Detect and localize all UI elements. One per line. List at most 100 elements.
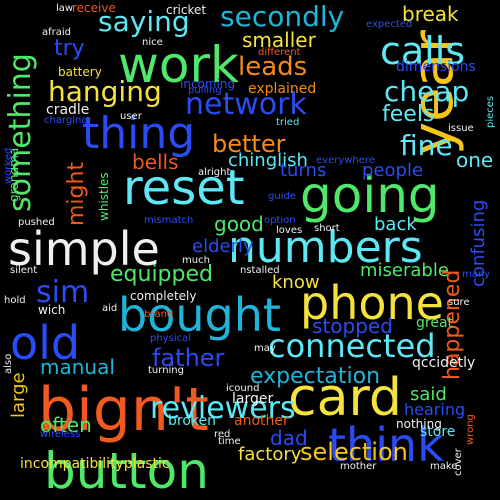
- word: turns: [280, 160, 327, 181]
- word: incompatibilityplastic: [20, 456, 170, 472]
- word: bought: [118, 288, 281, 342]
- word: incoming: [180, 77, 236, 91]
- word: explained: [248, 81, 317, 97]
- word: alright: [198, 167, 231, 178]
- word: much: [182, 255, 210, 266]
- word: factory: [238, 444, 302, 465]
- word: everywhere: [316, 155, 375, 166]
- word: smaller: [242, 28, 316, 52]
- word: stopped: [312, 314, 393, 338]
- word: miserable: [360, 260, 449, 281]
- word: nice: [142, 37, 163, 48]
- word: icound: [226, 383, 260, 394]
- word: dimensions: [396, 59, 476, 75]
- word: equipped: [110, 262, 213, 287]
- word: network: [185, 87, 307, 122]
- word: also: [3, 353, 14, 374]
- word: aid: [102, 303, 118, 314]
- word: great: [416, 315, 454, 331]
- word: different: [258, 47, 301, 58]
- word: afraid: [42, 27, 72, 38]
- word: wich: [38, 303, 66, 317]
- word: receive: [72, 1, 116, 15]
- word: short: [314, 223, 340, 234]
- word: brand: [144, 309, 174, 320]
- word: another: [234, 413, 289, 429]
- word: selection: [300, 438, 408, 466]
- word: better: [212, 130, 286, 158]
- word: thing: [82, 108, 196, 159]
- word: guide: [268, 191, 296, 202]
- word: one: [456, 148, 494, 172]
- word: loves: [276, 225, 303, 236]
- word: know: [272, 272, 320, 293]
- word: physical: [150, 333, 191, 344]
- word: think: [328, 418, 444, 472]
- word: broken: [168, 413, 216, 429]
- word: try: [54, 36, 85, 61]
- word: card: [288, 368, 402, 428]
- word: nstalled: [240, 265, 280, 276]
- word: might: [64, 161, 89, 226]
- word: numbers: [228, 222, 423, 273]
- word: larger: [232, 391, 274, 407]
- word: chinglish: [228, 150, 308, 171]
- word: saying: [98, 5, 190, 38]
- word: tried: [276, 117, 300, 128]
- word: connected: [268, 327, 436, 365]
- word: manual: [40, 355, 115, 379]
- word: many: [462, 269, 491, 280]
- word: silent: [10, 265, 38, 276]
- word: hearing: [404, 400, 466, 419]
- word: secondly: [220, 0, 345, 33]
- word: nothing: [396, 417, 442, 431]
- word: dad: [270, 426, 308, 450]
- word: large: [8, 372, 29, 418]
- word: back: [374, 214, 417, 235]
- word: worked: [3, 147, 14, 184]
- word: simple: [8, 222, 160, 276]
- word: law: [56, 3, 74, 14]
- word: time: [218, 436, 241, 447]
- word: option: [264, 215, 296, 226]
- word: phone: [300, 276, 444, 330]
- word: sure: [448, 297, 470, 308]
- word: red: [214, 429, 231, 440]
- word: wrong: [465, 414, 476, 445]
- word: mismatch: [144, 215, 194, 226]
- word: user: [120, 111, 142, 122]
- word: said: [410, 384, 447, 405]
- word: father: [152, 344, 225, 372]
- word: people: [362, 160, 424, 181]
- word: fine: [400, 129, 453, 162]
- word: bells: [132, 150, 179, 174]
- word: issue: [448, 123, 474, 134]
- word: qccidetly: [412, 355, 476, 371]
- word: turning: [148, 365, 184, 376]
- word: good: [214, 212, 264, 236]
- word: often: [40, 413, 92, 437]
- word: button: [44, 442, 209, 500]
- word: pieces: [485, 95, 496, 128]
- word: feels: [382, 102, 435, 127]
- word: break: [402, 2, 459, 26]
- word: charging: [44, 115, 88, 126]
- word: wireless: [40, 429, 81, 440]
- word: expectation: [250, 364, 381, 389]
- word: completely: [130, 289, 197, 303]
- word: work: [118, 36, 239, 94]
- word: hanging: [48, 75, 162, 108]
- word: cradle: [46, 102, 90, 118]
- word: reset: [123, 160, 245, 216]
- word: battery: [58, 65, 102, 79]
- word: sim: [36, 275, 90, 310]
- word: pushed: [18, 217, 55, 228]
- word: calls: [380, 29, 466, 73]
- word: hold: [4, 295, 26, 306]
- word: old: [10, 316, 81, 370]
- word: bign't: [38, 375, 209, 445]
- word: make: [430, 461, 458, 472]
- word: whistles: [97, 172, 111, 221]
- word: leads: [238, 52, 308, 82]
